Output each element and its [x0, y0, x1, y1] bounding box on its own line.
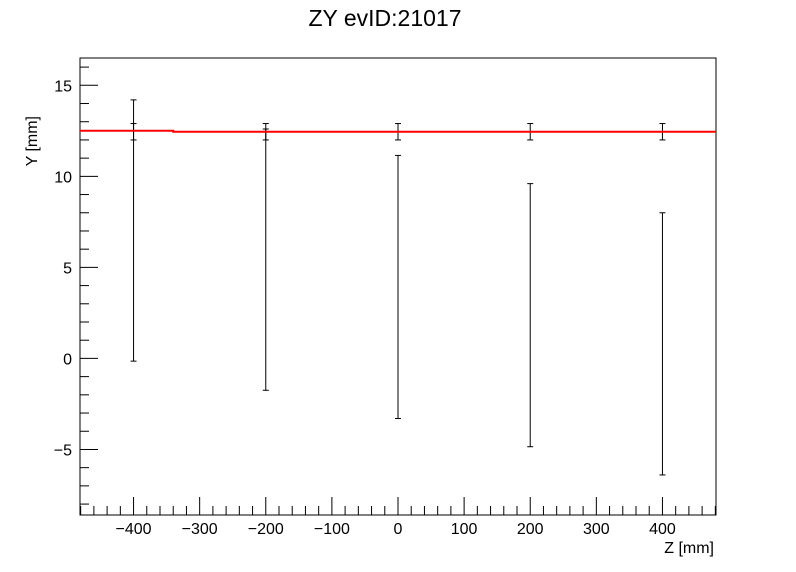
fit-line [80, 129, 716, 133]
x-tick-label: 200 [517, 521, 544, 538]
error-bar-point [262, 128, 269, 391]
error-bar-point [395, 154, 401, 420]
x-axis-title: Z [mm] [664, 540, 714, 557]
error-bar-point [527, 183, 534, 448]
error-bar-point [659, 212, 666, 476]
plot-series [80, 99, 716, 476]
y-tick-label: 5 [63, 260, 72, 277]
y-tick-label: 10 [54, 169, 72, 186]
x-tick-label: 0 [394, 521, 403, 538]
y-tick-label: 0 [63, 351, 72, 368]
x-tick-label: 100 [451, 521, 478, 538]
y-tick-label: 15 [54, 78, 72, 95]
x-tick-label: 400 [649, 521, 676, 538]
x-tick-label: −100 [314, 521, 350, 538]
x-tick-label: −300 [182, 521, 218, 538]
chart-title: ZY evID:21017 [308, 5, 461, 31]
x-tick-label: 300 [583, 521, 610, 538]
y-tick-label: −5 [54, 442, 72, 459]
x-axis-tick-labels: −400 −300 −200 −100 0 100 200 300 400 [116, 521, 676, 538]
y-axis-title: Y [mm] [24, 116, 41, 166]
x-tick-label: −400 [116, 521, 152, 538]
y-axis-ticks [80, 66, 98, 505]
x-tick-label: −200 [248, 521, 284, 538]
x-axis-ticks [80, 497, 716, 515]
y-axis-tick-labels: −5 0 5 10 15 [54, 78, 72, 459]
error-bar-point [130, 99, 137, 362]
